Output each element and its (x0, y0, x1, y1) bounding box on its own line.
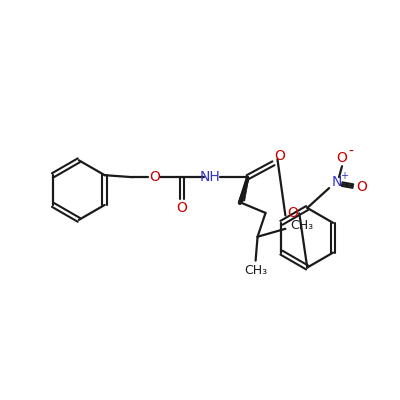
Text: O: O (177, 201, 188, 215)
Text: O: O (287, 206, 298, 220)
Text: N: N (332, 175, 342, 189)
Text: CH₃: CH₃ (244, 264, 267, 277)
Polygon shape (239, 179, 249, 201)
Text: O: O (356, 180, 367, 194)
Text: CH₃: CH₃ (291, 219, 314, 232)
Text: +: + (340, 171, 348, 181)
Text: O: O (336, 151, 348, 165)
Text: NH: NH (200, 170, 220, 184)
Text: O: O (274, 149, 285, 163)
Text: -: - (348, 145, 353, 159)
Text: O: O (149, 170, 160, 184)
